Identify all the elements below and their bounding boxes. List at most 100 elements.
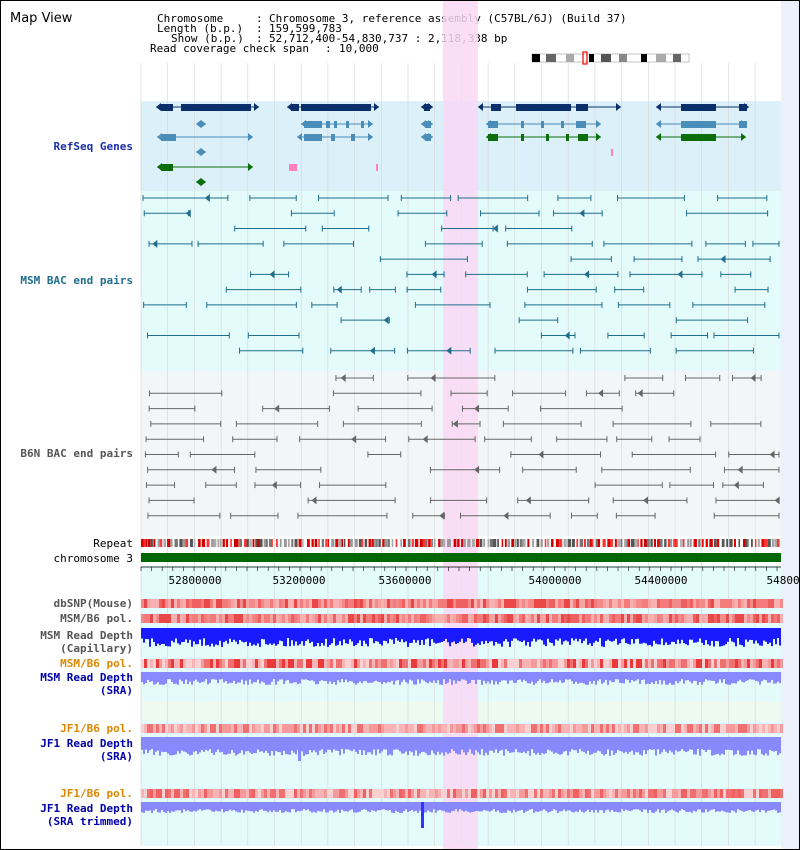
track-label-msm-bac[interactable]: MSM BAC end pairs	[20, 274, 133, 287]
polymorphism-cell	[579, 614, 582, 623]
read-depth-bar	[445, 802, 447, 813]
polymorphism-cell	[477, 789, 480, 798]
polymorphism-cell	[747, 614, 750, 623]
repeat-element	[307, 539, 310, 547]
polymorphism-cell	[387, 599, 390, 608]
polymorphism-cell	[642, 614, 645, 623]
read-depth-bar	[615, 802, 617, 812]
read-depth-bar	[371, 737, 373, 755]
polymorphism-cell	[339, 599, 342, 608]
read-depth-bar	[759, 802, 761, 813]
read-depth-bar	[265, 672, 267, 685]
read-depth-bar	[395, 802, 397, 811]
bac-end-arrow	[274, 404, 280, 413]
read-depth-bar	[635, 672, 637, 681]
read-depth-bar	[715, 628, 717, 642]
polymorphism-cell	[372, 599, 375, 608]
read-depth-bar	[145, 802, 147, 811]
read-depth-bar	[421, 737, 423, 752]
polymorphism-cell	[651, 614, 654, 623]
track-label-refseq-genes[interactable]: RefSeq Genes	[53, 140, 133, 153]
repeat-element	[428, 539, 431, 547]
read-depth-bar	[455, 802, 457, 810]
read-depth-bar	[301, 737, 303, 752]
read-depth-bar	[371, 672, 373, 683]
read-depth-bar	[771, 737, 773, 752]
read-depth-bar	[695, 737, 697, 755]
polymorphism-cell	[609, 659, 612, 668]
track-label-jf1-depth-sra-1[interactable]: JF1 Read Depth	[40, 737, 133, 750]
read-depth-bar	[603, 802, 605, 813]
polymorphism-cell	[720, 789, 723, 798]
bac-end-arrow	[185, 209, 191, 218]
track-label-msm-b6-pol[interactable]: MSM/B6 pol.	[60, 612, 133, 625]
polymorphism-cell	[180, 614, 183, 623]
polymorphism-cell	[759, 659, 762, 668]
track-label-msm-b6-pol-sra[interactable]: MSM/B6 pol.	[60, 657, 133, 670]
repeat-element	[657, 539, 660, 547]
polymorphism-cell	[285, 724, 288, 733]
bac-end-arrow	[474, 465, 480, 474]
polymorphism-cell	[351, 599, 354, 608]
polymorphism-cell	[366, 614, 369, 623]
track-label-b6n-bac[interactable]: B6N BAC end pairs	[20, 447, 133, 460]
polymorphism-cell	[717, 724, 720, 733]
read-depth-bar	[255, 672, 257, 683]
read-depth-bar	[509, 802, 511, 812]
read-depth-bar	[557, 672, 559, 683]
polymorphism-cell	[756, 724, 759, 733]
repeat-element	[555, 539, 560, 547]
read-depth-bar	[385, 737, 387, 750]
read-depth-bar	[703, 737, 705, 751]
polymorphism-cell	[522, 659, 525, 668]
read-depth-bar	[643, 672, 645, 680]
polymorphism-cell	[702, 789, 705, 798]
repeat-element	[335, 539, 339, 547]
read-depth-bar	[315, 737, 317, 753]
read-depth-bar	[769, 628, 771, 643]
bac-end-arrow	[492, 224, 498, 233]
read-depth-bar	[521, 628, 523, 643]
polymorphism-cell	[687, 599, 690, 608]
read-depth-bar	[189, 737, 191, 756]
read-depth-bar	[387, 737, 389, 756]
repeat-element	[163, 539, 167, 547]
read-depth-bar	[771, 628, 773, 647]
track-label-msm-depth-sra-1[interactable]: MSM Read Depth	[40, 671, 133, 684]
read-depth-bar	[531, 737, 533, 750]
polymorphism-cell	[177, 789, 180, 798]
track-label-msm-depth-capillary-1[interactable]: MSM Read Depth	[40, 629, 133, 642]
polymorphism-cell	[753, 789, 756, 798]
read-depth-bar	[227, 737, 229, 754]
read-depth-bar	[367, 672, 369, 683]
polymorphism-cell	[141, 724, 144, 733]
polymorphism-cell	[540, 789, 543, 798]
polymorphism-cell	[549, 599, 552, 608]
read-depth-bar	[207, 628, 209, 645]
track-label-jf1-depth-trimmed-1[interactable]: JF1 Read Depth	[40, 802, 133, 815]
polymorphism-cell	[636, 614, 639, 623]
read-depth-bar	[517, 628, 519, 641]
read-depth-bar	[777, 628, 779, 639]
read-depth-bar	[263, 802, 265, 811]
polymorphism-cell	[243, 659, 246, 668]
bac-end-arrow	[271, 481, 277, 490]
track-label-jf1-b6-pol[interactable]: JF1/B6 pol.	[60, 722, 133, 735]
read-depth-bar	[577, 628, 579, 642]
polymorphism-cell	[756, 659, 759, 668]
read-depth-bar	[421, 672, 423, 680]
track-label-dbsnp[interactable]: dbSNP(Mouse)	[53, 597, 133, 610]
polymorphism-cell	[657, 724, 660, 733]
read-depth-bar	[623, 802, 625, 812]
polymorphism-cell	[141, 659, 144, 668]
track-label-jf1-b6-pol-trimmed[interactable]: JF1/B6 pol.	[60, 787, 133, 800]
repeat-element	[653, 539, 657, 547]
polymorphism-cell	[438, 659, 441, 668]
read-depth-bar	[615, 672, 617, 680]
read-depth-bar	[623, 672, 625, 684]
polymorphism-cell	[675, 599, 678, 608]
polymorphism-cell	[444, 614, 447, 623]
polymorphism-cell	[702, 614, 705, 623]
read-depth-bar	[567, 802, 569, 811]
